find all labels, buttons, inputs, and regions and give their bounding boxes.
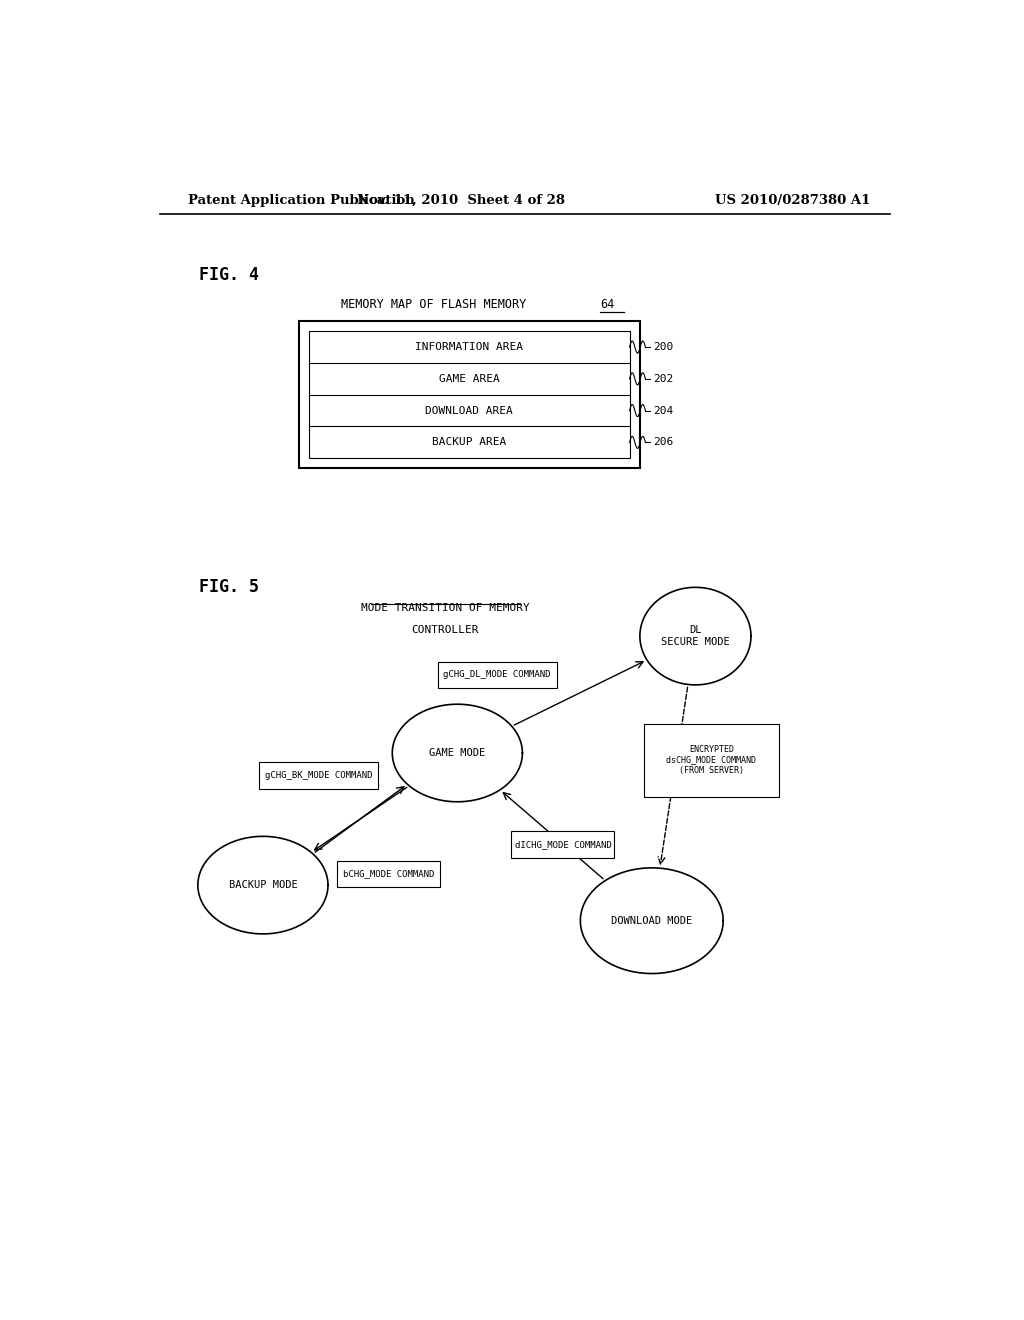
- Text: BACKUP AREA: BACKUP AREA: [432, 437, 507, 447]
- FancyBboxPatch shape: [309, 331, 630, 458]
- FancyBboxPatch shape: [299, 321, 640, 469]
- Text: ENCRYPTED
dsCHG_MODE COMMAND
(FROM SERVER): ENCRYPTED dsCHG_MODE COMMAND (FROM SERVE…: [667, 746, 757, 775]
- Text: FIG. 4: FIG. 4: [200, 267, 259, 284]
- FancyBboxPatch shape: [511, 832, 614, 858]
- Text: MEMORY MAP OF FLASH MEMORY: MEMORY MAP OF FLASH MEMORY: [341, 298, 526, 312]
- Text: Nov. 11, 2010  Sheet 4 of 28: Nov. 11, 2010 Sheet 4 of 28: [357, 194, 565, 206]
- Text: DL
SECURE MODE: DL SECURE MODE: [662, 626, 730, 647]
- FancyBboxPatch shape: [337, 861, 440, 887]
- FancyBboxPatch shape: [644, 723, 779, 797]
- Text: gCHG_DL_MODE COMMAND: gCHG_DL_MODE COMMAND: [443, 671, 551, 680]
- Text: DOWNLOAD AREA: DOWNLOAD AREA: [425, 405, 513, 416]
- Text: MODE TRANSITION OF MEMORY: MODE TRANSITION OF MEMORY: [361, 602, 529, 612]
- Text: gCHG_BK_MODE COMMAND: gCHG_BK_MODE COMMAND: [265, 771, 372, 780]
- Text: 206: 206: [653, 437, 674, 447]
- Text: bCHG_MODE COMMAND: bCHG_MODE COMMAND: [343, 870, 434, 878]
- Text: DOWNLOAD MODE: DOWNLOAD MODE: [611, 916, 692, 925]
- Text: 202: 202: [653, 374, 674, 384]
- Text: US 2010/0287380 A1: US 2010/0287380 A1: [715, 194, 870, 206]
- FancyBboxPatch shape: [437, 661, 557, 688]
- Text: 204: 204: [653, 405, 674, 416]
- Text: GAME AREA: GAME AREA: [439, 374, 500, 384]
- Text: 64: 64: [600, 298, 614, 312]
- Text: INFORMATION AREA: INFORMATION AREA: [416, 342, 523, 352]
- Text: GAME MODE: GAME MODE: [429, 748, 485, 758]
- Text: dICHG_MODE COMMAND: dICHG_MODE COMMAND: [514, 840, 611, 849]
- Text: BACKUP MODE: BACKUP MODE: [228, 880, 297, 890]
- FancyBboxPatch shape: [259, 762, 378, 788]
- Text: Patent Application Publication: Patent Application Publication: [187, 194, 415, 206]
- Text: FIG. 5: FIG. 5: [200, 578, 259, 597]
- Text: 200: 200: [653, 342, 674, 352]
- Text: CONTROLLER: CONTROLLER: [412, 624, 479, 635]
